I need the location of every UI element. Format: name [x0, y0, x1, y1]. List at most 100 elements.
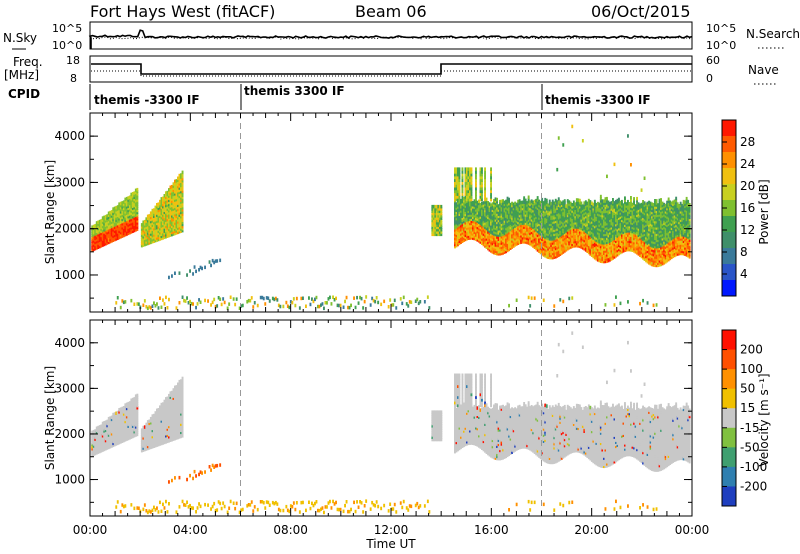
power-cell — [154, 224, 157, 228]
power-cell — [554, 240, 557, 244]
power-cell — [500, 226, 503, 231]
nsky-tick-bottom: 10^0 — [52, 39, 82, 52]
power-cell — [455, 231, 458, 235]
power-cell — [550, 203, 553, 208]
power-cell — [481, 231, 483, 235]
power-cell — [103, 236, 106, 240]
power-cell — [180, 227, 182, 231]
power-cell — [106, 235, 109, 239]
power-cell — [475, 178, 477, 182]
power-cell — [157, 306, 160, 310]
power-cell — [476, 231, 479, 236]
power-cell — [500, 214, 503, 218]
power-cell — [526, 213, 529, 218]
power-cell — [599, 238, 602, 243]
power-cell — [649, 232, 652, 237]
power-cell — [168, 227, 170, 232]
power-cell — [530, 232, 533, 237]
power-cell — [633, 243, 635, 247]
power-cell — [509, 204, 512, 209]
power-cell — [454, 224, 456, 228]
power-cell — [661, 224, 664, 228]
power-cell — [651, 233, 653, 238]
power-cell — [532, 200, 535, 204]
power-cell — [512, 238, 515, 242]
power-cell — [285, 300, 288, 305]
power-cell — [517, 212, 520, 216]
power-cell — [577, 244, 580, 248]
power-cell — [146, 227, 149, 231]
power-cell — [106, 222, 109, 227]
power-cell — [587, 240, 590, 244]
power-cell — [643, 226, 646, 230]
power-cell — [655, 230, 658, 234]
power-cell — [593, 249, 596, 254]
power-cell — [619, 225, 622, 230]
power-cell — [536, 206, 539, 210]
power-cell — [618, 206, 620, 210]
power-cell — [104, 237, 107, 242]
power-cell — [636, 219, 638, 224]
power-cell — [479, 221, 482, 225]
power-cell — [437, 221, 440, 225]
power-cell — [484, 225, 486, 229]
power-cell — [491, 227, 494, 231]
power-cell — [289, 300, 292, 304]
power-cell — [637, 241, 640, 246]
power-cell — [621, 202, 623, 206]
power-cell — [149, 230, 152, 234]
power-cell — [329, 295, 331, 300]
power-cell — [575, 219, 578, 223]
power-cell — [131, 221, 134, 225]
power-cell — [589, 248, 592, 252]
power-cell — [527, 239, 530, 243]
power-cell — [601, 245, 604, 249]
power-cell — [550, 237, 553, 241]
power-cell — [560, 203, 563, 207]
power-cell — [500, 222, 503, 227]
power-cell — [645, 210, 647, 215]
power-cell — [502, 232, 504, 236]
power-cell — [571, 124, 574, 129]
power-cell — [466, 203, 468, 208]
power-cell — [584, 202, 587, 206]
power-cell — [470, 200, 473, 205]
power-cell — [618, 224, 620, 229]
power-cell — [505, 208, 507, 212]
power-cell — [622, 240, 625, 245]
power-cell — [435, 207, 438, 211]
power-cell — [118, 212, 121, 217]
power-cell — [627, 235, 629, 239]
power-cell — [359, 295, 361, 300]
power-cell — [91, 231, 94, 236]
power-cell — [100, 221, 103, 225]
power-cell — [557, 201, 560, 205]
power-cell — [506, 198, 509, 203]
power-cell — [661, 245, 664, 249]
power-cell — [554, 246, 557, 251]
power-cell — [538, 249, 541, 253]
power-cell — [646, 222, 649, 226]
power-cell — [595, 257, 598, 261]
power-cell — [473, 232, 476, 237]
power-cell — [646, 251, 649, 256]
power-cell — [143, 230, 146, 234]
power-cell — [607, 240, 610, 244]
power-cell — [633, 234, 635, 239]
power-cell — [505, 237, 507, 241]
power-cell — [472, 207, 474, 211]
power-cell — [551, 199, 554, 204]
power-cell — [466, 226, 468, 231]
power-cell — [639, 209, 641, 214]
power-cell — [542, 244, 545, 249]
power-cell — [455, 202, 458, 206]
power-cell — [631, 231, 634, 236]
power-cell — [593, 229, 596, 233]
power-cell — [621, 208, 623, 212]
power-cell — [112, 230, 115, 234]
power-cell — [128, 197, 131, 202]
power-cell — [463, 236, 465, 240]
power-cell — [162, 196, 164, 201]
power-cell — [178, 223, 181, 228]
power-cell — [460, 213, 462, 217]
